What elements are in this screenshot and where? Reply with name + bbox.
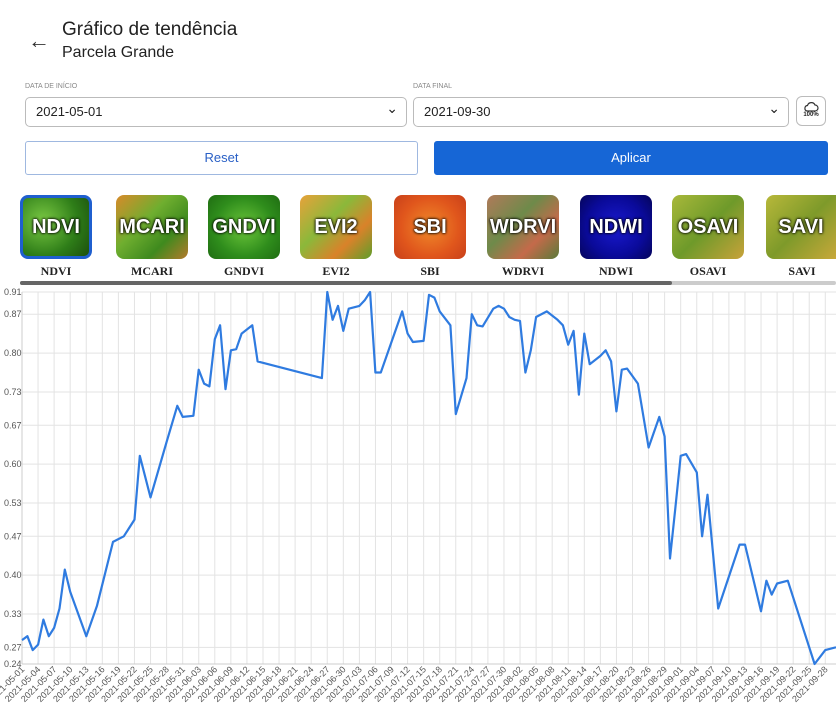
cloud-label: 100% xyxy=(797,112,825,118)
chart: 0.240.270.330.400.470.530.600.670.730.80… xyxy=(0,284,836,720)
index-name: WDRVI xyxy=(483,264,563,279)
page-subtitle: Parcela Grande xyxy=(62,44,174,62)
index-name: GNDVI xyxy=(204,264,284,279)
start-select[interactable]: 2021-05-01 xyxy=(25,97,407,127)
index-name: EVI2 xyxy=(296,264,376,279)
index-tile[interactable]: SAVI xyxy=(766,195,836,259)
index-tile[interactable]: OSAVI xyxy=(672,195,744,259)
y-tick-label: 0.87 xyxy=(4,309,22,319)
y-tick-label: 0.53 xyxy=(4,498,22,508)
app: ← Gráfico de tendência Parcela Grande DA… xyxy=(0,0,836,720)
index-name: OSAVI xyxy=(668,264,748,279)
y-tick-label: 0.91 xyxy=(4,287,22,297)
end-select[interactable]: 2021-09-30 xyxy=(413,97,789,127)
index-name: NDWI xyxy=(576,264,656,279)
index-tile[interactable]: GNDVI xyxy=(208,195,280,259)
apply-button[interactable]: Aplicar xyxy=(434,141,828,175)
y-tick-label: 0.73 xyxy=(4,387,22,397)
start-value: 2021-05-01 xyxy=(36,104,103,119)
index-name: NDVI xyxy=(16,264,96,279)
data-line xyxy=(22,292,836,664)
page: Gráfico de tendência {"header": {"title"… xyxy=(0,0,836,720)
end-label: DATA FINAL xyxy=(413,83,452,90)
y-tick-label: 0.27 xyxy=(4,642,22,652)
reset-button[interactable]: Reset xyxy=(25,141,418,175)
index-tile[interactable]: SBI xyxy=(394,195,466,259)
y-tick-label: 0.67 xyxy=(4,420,22,430)
index-name: SAVI xyxy=(762,264,836,279)
index-tile[interactable]: NDWI xyxy=(580,195,652,259)
index-name: MCARI xyxy=(112,264,192,279)
end-value: 2021-09-30 xyxy=(424,104,491,119)
back-button[interactable]: ← xyxy=(28,28,50,54)
page-title: Gráfico de tendência xyxy=(62,19,237,41)
index-name: SBI xyxy=(390,264,470,279)
y-tick-label: 0.47 xyxy=(4,531,22,541)
index-tile[interactable]: MCARI xyxy=(116,195,188,259)
cloud-filter[interactable]: 100% xyxy=(796,96,826,126)
y-tick-label: 0.80 xyxy=(4,348,22,358)
y-tick-label: 0.60 xyxy=(4,459,22,469)
y-tick-label: 0.40 xyxy=(4,570,22,580)
y-tick-label: 0.33 xyxy=(4,609,22,619)
index-tile[interactable]: NDVI xyxy=(20,195,92,259)
index-tile[interactable]: EVI2 xyxy=(300,195,372,259)
start-label: DATA DE INÍCIO xyxy=(25,83,77,90)
index-tile[interactable]: WDRVI xyxy=(487,195,559,259)
